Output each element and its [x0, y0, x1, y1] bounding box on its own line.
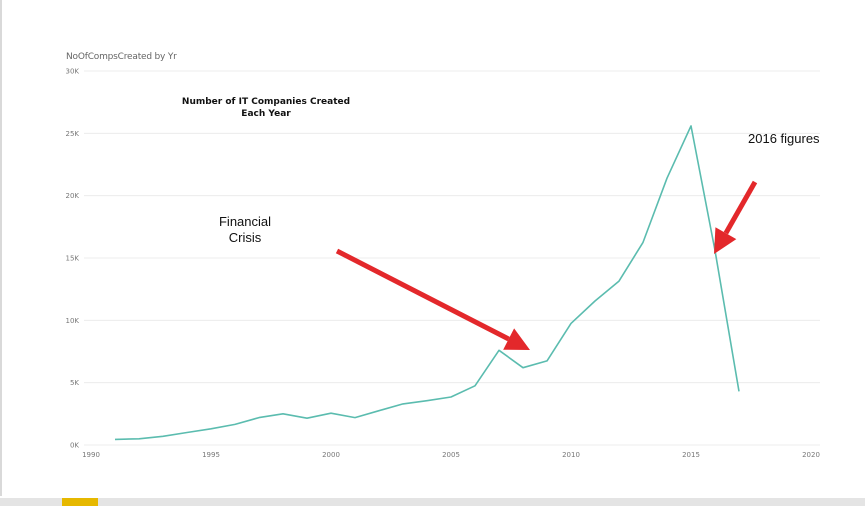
y-tick-label: 5K	[70, 379, 79, 387]
x-tick-label: 2020	[802, 451, 820, 459]
x-axis-ticks: 1990 1995 2000 2005 2010 2015 2020	[82, 451, 820, 459]
financial-crisis-annotation: Financial Crisis	[200, 214, 290, 246]
figures-2016-arrow	[714, 180, 758, 254]
bottom-scrollbar[interactable]	[0, 498, 865, 506]
y-tick-label: 0K	[70, 442, 79, 450]
y-tick-label: 20K	[66, 192, 80, 200]
y-tick-label: 25K	[66, 130, 80, 138]
financial-crisis-line-1: Financial	[218, 214, 272, 229]
series-lines	[114, 125, 740, 441]
series-line	[114, 125, 740, 441]
x-tick-label: 2005	[442, 451, 460, 459]
x-tick-label: 2015	[682, 451, 700, 459]
figures-2016-annotation: 2016 figures	[748, 131, 820, 146]
y-axis-ticks: 0K 5K 10K 15K 20K 25K 30K	[66, 68, 80, 450]
visual-title: NoOfCompsCreated by Yr	[66, 52, 177, 62]
x-tick-label: 1995	[202, 451, 220, 459]
y-tick-label: 30K	[66, 68, 80, 76]
y-tick-label: 10K	[66, 317, 80, 325]
x-tick-label: 2000	[322, 451, 340, 459]
y-tick-label: 15K	[66, 255, 80, 263]
chart-heading-annotation: Number of IT Companies Created Each Year	[168, 96, 364, 120]
x-tick-label: 2010	[562, 451, 580, 459]
x-tick-label: 1990	[82, 451, 100, 459]
chart-heading-line-2: Each Year	[241, 109, 291, 119]
gridlines	[84, 70, 820, 446]
financial-crisis-arrow	[335, 248, 530, 350]
financial-crisis-line-2: Crisis	[228, 230, 262, 245]
annotation-arrows	[335, 180, 758, 350]
page-tab-indicator[interactable]	[62, 498, 98, 506]
frame-left-border	[0, 0, 2, 496]
chart-heading-line-1: Number of IT Companies Created	[181, 97, 351, 107]
